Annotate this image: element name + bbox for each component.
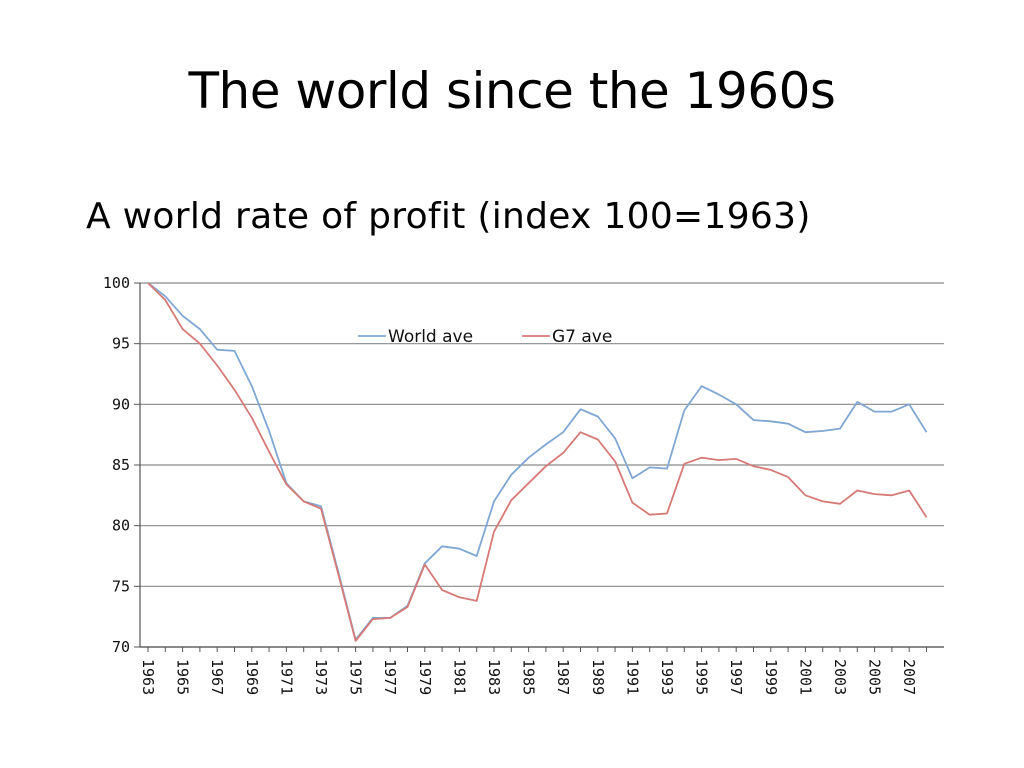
x-tick-label: 2005: [866, 659, 884, 695]
series-line-world-ave: [147, 282, 928, 641]
chart-title: A world rate of profit (index 100=1963): [86, 196, 811, 237]
y-tick-label: 100: [103, 274, 130, 292]
y-tick-label: 90: [112, 395, 130, 413]
legend-label: World ave: [388, 327, 473, 347]
y-tick-label: 85: [112, 456, 130, 474]
x-tick-label: 2007: [900, 659, 918, 695]
x-tick-label: 1981: [450, 659, 468, 695]
y-tick-label: 75: [112, 577, 130, 595]
x-tick-label: 1993: [658, 659, 676, 695]
x-tick-label: 1975: [347, 659, 365, 695]
x-tick-label: 1973: [312, 659, 330, 695]
x-tick-label: 1983: [485, 659, 503, 695]
series-line-g7-ave: [147, 282, 928, 642]
x-tick-label: 1987: [554, 659, 572, 695]
x-tick-label: 1965: [174, 659, 192, 695]
x-tick-label: 1963: [139, 659, 157, 695]
x-tick-label: 2001: [796, 659, 814, 695]
y-tick-label: 70: [112, 638, 130, 656]
x-tick-label: 1999: [762, 659, 780, 695]
x-tick-label: 1991: [623, 659, 641, 695]
slide-title: The world since the 1960s: [188, 62, 836, 120]
x-tick-label: 2003: [831, 659, 849, 695]
x-tick-label: 1989: [589, 659, 607, 695]
legend-label: G7 ave: [552, 327, 612, 347]
y-tick-label: 80: [112, 517, 130, 535]
x-tick-label: 1967: [208, 659, 226, 695]
y-tick-label: 95: [112, 335, 130, 353]
x-tick-label: 1971: [277, 659, 295, 695]
x-tick-label: 1977: [381, 659, 399, 695]
x-tick-label: 1995: [693, 659, 711, 695]
axes: 70 75 80 85 90 95 100 1963 1965 1967 1969 1971 1973 1…: [103, 274, 944, 695]
x-tick-label: 1997: [727, 659, 745, 695]
gridlines: [140, 282, 944, 648]
series-lines: [147, 282, 928, 642]
legend: World ave G7 ave: [358, 327, 612, 347]
x-tick-label: 1969: [243, 659, 261, 695]
x-tick-label: 1979: [416, 659, 434, 695]
x-tick-label: 1985: [520, 659, 538, 695]
